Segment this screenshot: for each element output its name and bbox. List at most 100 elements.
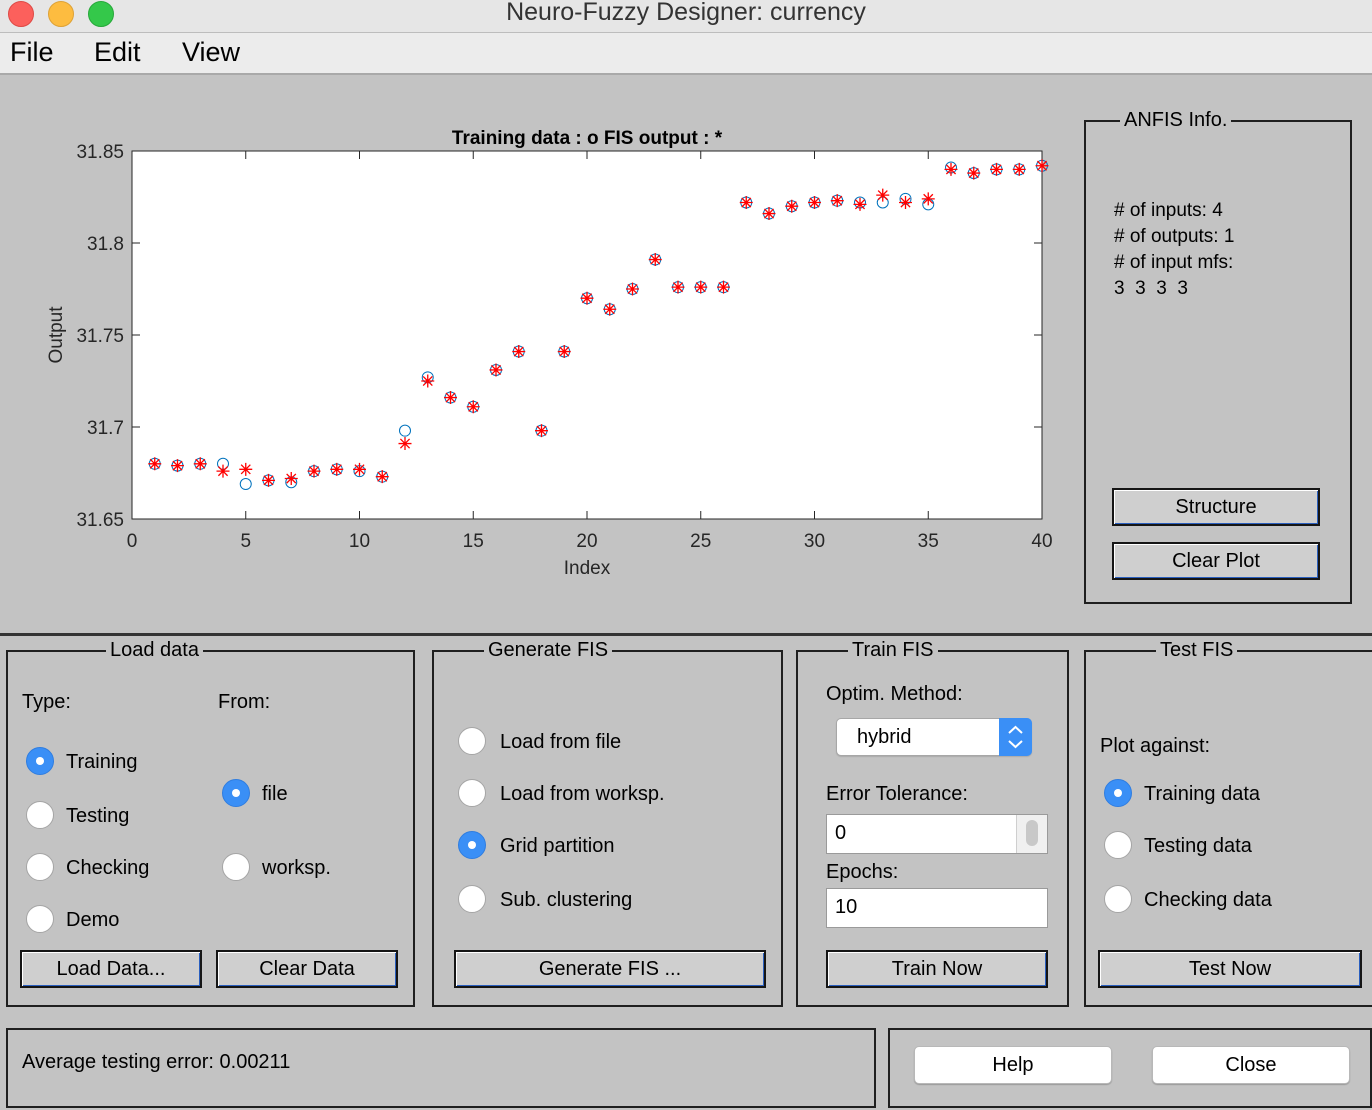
- grid-partition-radio[interactable]: [458, 831, 486, 859]
- type-checking-radio[interactable]: [26, 853, 54, 881]
- anfis-mfs-label: # of input mfs:: [1114, 252, 1234, 273]
- window-title: Neuro-Fuzzy Designer: currency: [506, 0, 866, 26]
- fis-output-point: [171, 459, 184, 473]
- grid-partition-label: Grid partition: [500, 835, 615, 857]
- y-axis-label: Output: [46, 306, 67, 364]
- type-checking-label: Checking: [66, 857, 150, 879]
- plot-checking-label: Checking data: [1144, 889, 1272, 911]
- menu-view[interactable]: View: [182, 37, 241, 67]
- plot-testing-radio[interactable]: [1104, 831, 1132, 859]
- x-tick-label: 15: [463, 531, 484, 552]
- zoom-window-icon[interactable]: [88, 1, 114, 27]
- structure-button[interactable]: Structure: [1112, 488, 1320, 526]
- chart-title: Training data : o FIS output : *: [452, 128, 723, 149]
- type-training-radio[interactable]: [26, 747, 54, 775]
- y-tick-label: 31.8: [87, 234, 124, 255]
- fis-output-point: [899, 196, 912, 210]
- optim-method-label: Optim. Method:: [826, 683, 963, 705]
- fis-output-point: [808, 196, 821, 210]
- type-testing-radio[interactable]: [26, 801, 54, 829]
- training-data-plot: Training data : o FIS output : * 31.65 31…: [46, 128, 1053, 579]
- fis-output-point: [1035, 159, 1049, 173]
- x-axis-label: Index: [564, 558, 611, 579]
- optim-method-value: hybrid: [857, 726, 912, 748]
- select-arrows-icon: [999, 718, 1032, 756]
- x-tick-label: 0: [127, 531, 138, 552]
- fis-output-point: [262, 473, 275, 487]
- train-fis-title: Train FIS: [848, 638, 938, 662]
- anfis-mfs-values: 3 3 3 3: [1114, 278, 1188, 299]
- menu-edit[interactable]: Edit: [94, 37, 141, 67]
- type-demo-radio[interactable]: [26, 905, 54, 933]
- y-tick-label: 31.65: [76, 510, 124, 531]
- fis-output-point: [762, 207, 776, 221]
- menu-file[interactable]: File: [10, 37, 54, 67]
- fis-output-point: [216, 464, 230, 478]
- fis-output-point: [944, 162, 958, 176]
- from-file-radio[interactable]: [222, 779, 250, 807]
- generate-fis-title: Generate FIS: [484, 638, 613, 662]
- sub-clustering-radio[interactable]: [458, 885, 486, 913]
- test-fis-title: Test FIS: [1156, 638, 1238, 662]
- fis-output-point: [444, 391, 457, 405]
- fis-output-point: [967, 166, 981, 180]
- generate-fis-button[interactable]: Generate FIS ...: [454, 950, 766, 988]
- fis-output-point: [626, 282, 639, 296]
- error-tolerance-input[interactable]: 0: [826, 814, 1048, 854]
- sub-clustering-label: Sub. clustering: [500, 889, 633, 911]
- status-text: Average testing error: 0.00211: [22, 1051, 291, 1073]
- anfis-info-title: ANFIS Info.: [1120, 108, 1232, 132]
- fis-output-point: [353, 462, 366, 476]
- clear-plot-button[interactable]: Clear Plot: [1112, 542, 1320, 580]
- help-button[interactable]: Help: [914, 1046, 1112, 1084]
- fis-output-point: [466, 400, 480, 414]
- epochs-label: Epochs:: [826, 861, 899, 883]
- x-tick-label: 40: [1031, 531, 1052, 552]
- close-window-icon[interactable]: [8, 1, 34, 27]
- anfis-outputs: # of outputs: 1: [1114, 226, 1235, 247]
- fis-output-point: [990, 162, 1003, 176]
- fis-output-point: [648, 253, 662, 267]
- fis-output-point: [921, 192, 935, 206]
- load-data-button[interactable]: Load Data...: [20, 950, 202, 988]
- training-data-point: [239, 478, 252, 491]
- x-tick-label: 30: [804, 531, 825, 552]
- train-now-button[interactable]: Train Now: [826, 950, 1048, 988]
- plot-training-radio[interactable]: [1104, 779, 1132, 807]
- status-panel: Average testing error: 0.00211: [6, 1028, 876, 1108]
- fis-output-point: [398, 437, 412, 451]
- load-from-file-radio[interactable]: [458, 727, 486, 755]
- from-worksp-radio[interactable]: [222, 853, 250, 881]
- fis-output-point: [512, 345, 526, 359]
- test-now-button[interactable]: Test Now: [1098, 950, 1362, 988]
- y-tick-label: 31.7: [87, 418, 124, 439]
- type-demo-label: Demo: [66, 909, 120, 931]
- type-testing-label: Testing: [66, 805, 130, 827]
- fis-output-point: [307, 464, 321, 478]
- epochs-input[interactable]: 10: [826, 888, 1048, 928]
- fis-output-point: [853, 197, 867, 211]
- x-tick-label: 5: [240, 531, 251, 552]
- plot-checking-radio[interactable]: [1104, 885, 1132, 913]
- plot-against-label: Plot against:: [1100, 735, 1211, 757]
- y-tick-label: 31.85: [76, 142, 124, 163]
- fis-output-point: [284, 472, 298, 486]
- train-fis-panel: Train FIS Optim. Method: hybrid Error To…: [796, 638, 1069, 1007]
- fis-output-point: [694, 280, 708, 294]
- fis-output-point: [148, 457, 162, 471]
- training-data-point: [399, 424, 411, 437]
- stepper-icon[interactable]: [1016, 815, 1047, 853]
- anfis-info-panel: ANFIS Info. # of inputs: 4 # of outputs:…: [1084, 108, 1352, 604]
- x-tick-label: 25: [690, 531, 711, 552]
- menu-bar: File Edit View: [0, 33, 1372, 75]
- from-label: From:: [218, 691, 271, 713]
- error-tolerance-label: Error Tolerance:: [826, 783, 968, 805]
- fis-output-point: [603, 302, 617, 316]
- minimize-window-icon[interactable]: [48, 1, 74, 27]
- close-button[interactable]: Close: [1152, 1046, 1350, 1084]
- clear-data-button[interactable]: Clear Data: [216, 950, 398, 988]
- load-from-worksp-label: Load from worksp.: [500, 783, 665, 805]
- fis-output-point: [375, 470, 389, 484]
- optim-method-select[interactable]: hybrid: [836, 718, 1032, 756]
- load-from-worksp-radio[interactable]: [458, 779, 486, 807]
